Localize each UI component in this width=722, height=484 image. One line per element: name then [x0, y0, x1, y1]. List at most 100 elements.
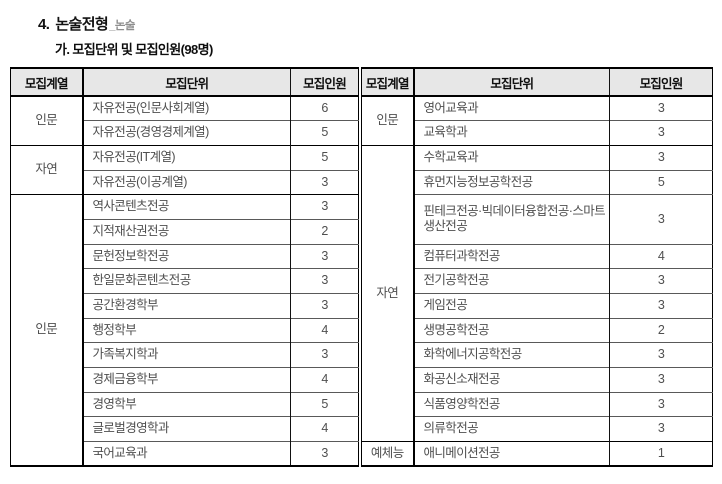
count-cell: 3 — [290, 342, 359, 368]
header-row: 모집계열 모집단위 모집인원 — [361, 68, 713, 97]
count-cell: 3 — [609, 367, 713, 393]
header-row: 모집계열 모집단위 모집인원 — [10, 68, 359, 97]
unit-cell: 영어교육과 — [413, 95, 610, 121]
unit-cell: 휴먼지능정보공학전공 — [413, 169, 610, 195]
category-cell: 인문 — [361, 95, 415, 146]
count-cell: 3 — [609, 293, 713, 319]
title-suffix: _논술 — [109, 20, 135, 32]
count-cell: 4 — [290, 416, 359, 442]
unit-cell: 생명공학전공 — [413, 317, 610, 343]
unit-cell: 자유전공(IT계열) — [82, 144, 291, 171]
unit-cell: 한일문화콘텐츠전공 — [82, 268, 291, 294]
count-cell: 5 — [609, 169, 713, 195]
count-cell: 3 — [609, 416, 713, 442]
category-cell: 인문 — [10, 95, 84, 146]
unit-cell: 공간환경학부 — [82, 293, 291, 319]
column-header-unit: 모집단위 — [413, 68, 610, 97]
unit-cell: 역사콘텐츠전공 — [82, 194, 291, 220]
table-row: 화학에너지공학전공 3 — [362, 342, 713, 368]
page-title: 4. 논술전형_논술 — [38, 13, 135, 34]
unit-cell: 전기공학전공 — [413, 268, 610, 294]
table-row: 자유전공(경영경제계열) 5 — [11, 120, 359, 146]
count-cell: 3 — [609, 95, 713, 121]
table-row: 컴퓨터과학전공 4 — [362, 243, 713, 269]
title-number: 4. — [38, 16, 50, 33]
count-cell: 6 — [290, 95, 359, 121]
table-row: 인문 영어교육과 3 — [361, 95, 713, 146]
table-row: 인문 역사콘텐츠전공 3 — [10, 194, 359, 467]
page-subtitle: 가. 모집단위 및 모집인원(98명) — [55, 42, 213, 57]
unit-cell: 문헌정보학전공 — [82, 243, 291, 269]
table-row: 경영학부 5 — [11, 391, 359, 417]
count-cell: 3 — [609, 120, 713, 146]
table-row: 휴먼지능정보공학전공 5 — [362, 169, 713, 195]
table-row: 화공신소재전공 3 — [362, 367, 713, 393]
table-row: 가족복지학과 3 — [11, 342, 359, 368]
table-row: 문헌정보학전공 3 — [11, 243, 359, 269]
unit-cell: 자유전공(경영경제계열) — [82, 120, 291, 146]
table-row: 글로벌경영학과 4 — [11, 416, 359, 442]
count-cell: 4 — [290, 317, 359, 343]
unit-cell: 경제금융학부 — [82, 367, 291, 393]
unit-cell: 핀테크전공·빅데이터융합전공·스마트생산전공 — [413, 194, 610, 245]
count-cell: 3 — [290, 293, 359, 319]
count-cell: 5 — [290, 144, 359, 171]
quota-table-right: 모집계열 모집단위 모집인원 인문 영어교육과 3 교육학과 3 자연 수학교육과 3 휴먼지능정보… — [361, 67, 713, 468]
table-row: 핀테크전공·빅데이터융합전공·스마트생산전공 3 — [362, 194, 713, 245]
table-row: 행정학부 4 — [11, 317, 359, 343]
count-cell: 3 — [290, 268, 359, 294]
unit-cell: 자유전공(인문사회계열) — [82, 95, 291, 121]
table-row: 지적재산권전공 2 — [11, 218, 359, 245]
count-cell: 3 — [290, 169, 359, 195]
unit-cell: 자유전공(이공계열) — [82, 169, 291, 195]
table-row: 교육학과 3 — [362, 120, 713, 146]
unit-cell: 국어교육과 — [82, 441, 291, 467]
table-row: 자연 수학교육과 3 — [361, 144, 713, 442]
count-cell: 4 — [290, 367, 359, 393]
table-row: 인문 자유전공(인문사회계열) 6 — [10, 95, 359, 146]
unit-cell: 애니메이션전공 — [413, 441, 610, 467]
count-cell: 3 — [290, 441, 359, 467]
unit-cell: 컴퓨터과학전공 — [413, 243, 610, 269]
table-row: 국어교육과 3 — [11, 441, 359, 467]
table-row: 전기공학전공 3 — [362, 268, 713, 294]
column-header-cat: 모집계열 — [10, 68, 84, 97]
table-row: 의류학전공 3 — [362, 416, 713, 442]
unit-cell: 수학교육과 — [413, 144, 610, 171]
category-cell: 인문 — [10, 194, 84, 467]
count-cell: 3 — [609, 268, 713, 294]
category-cell: 자연 — [10, 144, 84, 195]
count-cell: 3 — [290, 243, 359, 269]
table-row: 한일문화콘텐츠전공 3 — [11, 268, 359, 294]
table-row: 공간환경학부 3 — [11, 293, 359, 319]
table-row: 경제금융학부 4 — [11, 367, 359, 393]
column-header-cnt: 모집인원 — [609, 68, 713, 97]
column-header-cnt: 모집인원 — [290, 68, 359, 97]
count-cell: 2 — [609, 317, 713, 343]
count-cell: 3 — [609, 342, 713, 368]
unit-cell: 가족복지학과 — [82, 342, 291, 368]
count-cell: 5 — [290, 391, 359, 417]
category-cell: 자연 — [361, 144, 415, 442]
unit-cell: 교육학과 — [413, 120, 610, 146]
count-cell: 2 — [290, 218, 359, 245]
unit-cell: 글로벌경영학과 — [82, 416, 291, 442]
column-header-cat: 모집계열 — [361, 68, 415, 97]
column-header-unit: 모집단위 — [82, 68, 291, 97]
unit-cell: 식품영양학전공 — [413, 391, 610, 417]
unit-cell: 경영학부 — [82, 391, 291, 417]
unit-cell: 게임전공 — [413, 293, 610, 319]
category-cell: 예체능 — [361, 441, 415, 467]
title-main: 논술전형 — [55, 16, 109, 33]
count-cell: 1 — [609, 441, 713, 467]
count-cell: 3 — [609, 391, 713, 417]
count-cell: 3 — [609, 144, 713, 171]
unit-cell: 의류학전공 — [413, 416, 610, 442]
count-cell: 3 — [290, 194, 359, 220]
count-cell: 3 — [609, 194, 713, 245]
unit-cell: 화학에너지공학전공 — [413, 342, 610, 368]
count-cell: 5 — [290, 120, 359, 146]
count-cell: 4 — [609, 243, 713, 269]
table-row: 자연 자유전공(IT계열) 5 — [10, 144, 359, 195]
